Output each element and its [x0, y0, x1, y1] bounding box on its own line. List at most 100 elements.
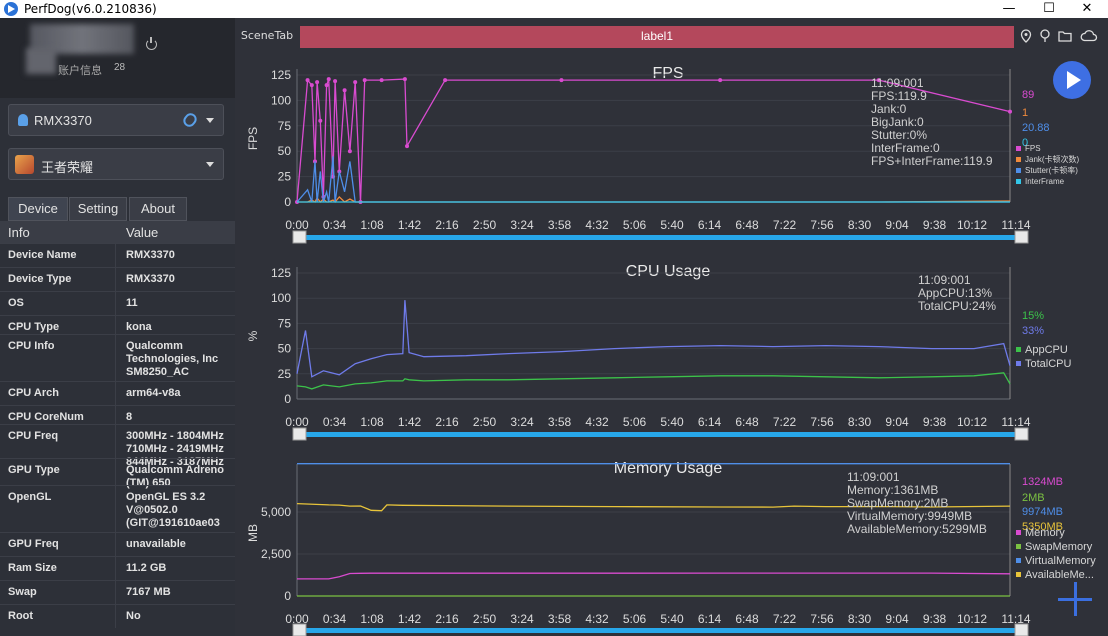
time-range-slider[interactable] — [299, 432, 1024, 437]
time-range-slider[interactable] — [299, 628, 1024, 633]
y-tick-label: 0 — [284, 589, 291, 603]
slider-handle-right[interactable] — [1014, 427, 1029, 441]
y-axis-label: MB — [246, 524, 260, 542]
y-tick-label: 125 — [271, 68, 291, 82]
link-icon[interactable] — [180, 110, 200, 130]
tab-device[interactable]: Device — [8, 197, 68, 221]
scene-label-bar[interactable]: label1 — [300, 26, 1014, 48]
fps-point — [326, 77, 331, 82]
hover-annotation: VirtualMemory:9949MB — [847, 509, 972, 523]
account-info-label[interactable]: 账户信息 — [58, 64, 102, 77]
fps-point — [405, 144, 410, 149]
fps-point — [718, 78, 723, 83]
x-tick-label: 9:38 — [923, 218, 947, 232]
y-tick-label: 25 — [278, 367, 292, 381]
x-tick-label: 10:12 — [957, 612, 987, 626]
tab-setting[interactable]: Setting — [69, 197, 127, 221]
column-divider — [115, 459, 116, 485]
fps-point — [402, 77, 407, 82]
location-pin-icon[interactable] — [1019, 29, 1033, 43]
close-button[interactable]: ✕ — [1081, 1, 1093, 16]
slider-handle-left[interactable] — [292, 427, 307, 441]
x-tick-label: 5:40 — [660, 218, 684, 232]
info-value: 11 — [126, 297, 138, 310]
hover-annotation: BigJank:0 — [871, 115, 924, 129]
app-select-value: 王者荣耀 — [41, 161, 94, 176]
x-tick-label: 1:42 — [398, 612, 422, 626]
slider-handle-right[interactable] — [1014, 623, 1029, 636]
power-icon[interactable] — [146, 37, 157, 50]
time-range-slider[interactable] — [299, 235, 1024, 240]
legend-swatch — [1016, 146, 1021, 151]
info-key: CPU Info — [8, 340, 55, 352]
info-value-line: (TM) 650 — [126, 477, 171, 489]
add-chart-button[interactable] — [1058, 582, 1092, 616]
legend-value: 20.88 — [1022, 122, 1050, 134]
legend-entry: InterFrame — [1025, 177, 1065, 186]
x-tick-label: 0:00 — [285, 612, 309, 626]
window-titlebar: PerfDog(v6.0.210836) — ☐ ✕ — [0, 0, 1108, 18]
info-value: RMX3370 — [126, 249, 175, 262]
play-button[interactable] — [1053, 61, 1091, 99]
minimize-button[interactable]: — — [1002, 1, 1016, 16]
x-tick-label: 2:50 — [473, 612, 497, 626]
x-tick-label: 9:04 — [885, 218, 909, 232]
app-select[interactable]: 王者荣耀 — [8, 148, 224, 180]
info-key: Root — [8, 610, 34, 622]
series-line-appcpu — [296, 372, 1011, 390]
slider-handle-left[interactable] — [292, 230, 307, 244]
hover-annotation: Memory:1361MB — [847, 483, 938, 497]
device-select[interactable]: RMX3370 — [8, 104, 224, 136]
slider-handle-right[interactable] — [1014, 230, 1029, 244]
game-icon — [15, 155, 34, 174]
folder-icon[interactable] — [1058, 29, 1072, 43]
info-value-line: arm64-v8a — [126, 387, 181, 399]
info-row-cpu-type: CPU Type kona — [0, 315, 235, 334]
legend-swatch — [1016, 168, 1021, 173]
info-key: CPU Type — [8, 321, 60, 333]
x-tick-label: 2:16 — [435, 218, 459, 232]
series-line-totalcpu — [296, 300, 1011, 378]
info-value-line: 7167 MB — [126, 586, 171, 598]
info-row-cpu-arch: CPU Arch arm64-v8a — [0, 381, 235, 405]
info-key: OS — [8, 297, 24, 309]
fps-point — [353, 80, 358, 85]
fps-point — [342, 88, 347, 93]
slider-handle-left[interactable] — [292, 623, 307, 636]
column-divider — [115, 557, 116, 580]
chevron-down-icon[interactable] — [206, 162, 214, 167]
maximize-button[interactable]: ☐ — [1043, 1, 1055, 16]
x-tick-label: 7:22 — [773, 218, 797, 232]
info-row-gpu-type: GPU Type Qualcomm Adreno (TM) 650 — [0, 458, 235, 489]
main-panel: SceneTab label1 FPS FPS 0 25 50 75 100 125 0:00 0… — [235, 18, 1108, 636]
avatar[interactable] — [26, 48, 56, 74]
info-value: 8 — [126, 411, 132, 424]
legend-value: 2MB — [1022, 492, 1045, 504]
y-tick-label: 50 — [278, 342, 292, 356]
marker-icon[interactable] — [1038, 29, 1052, 43]
column-divider — [115, 382, 116, 405]
x-tick-label: 0:00 — [285, 415, 309, 429]
account-panel: 账户信息 28 — [0, 18, 235, 98]
legend-entry: Jank(卡顿次数) — [1025, 154, 1080, 164]
info-value-line: SM8250_AC — [126, 366, 189, 378]
legend-value: 5350MB — [1022, 521, 1063, 533]
hover-annotation: Stutter:0% — [871, 128, 927, 142]
x-tick-label: 9:38 — [923, 612, 947, 626]
y-axis-label: % — [246, 330, 260, 341]
info-value: arm64-v8a — [126, 387, 180, 400]
info-value-line: kona — [126, 321, 152, 333]
info-value-line: 844MHz - 3187MHz — [126, 456, 224, 468]
chevron-down-icon[interactable] — [206, 118, 214, 123]
info-value-line: unavailable — [126, 538, 186, 550]
column-divider — [115, 335, 116, 381]
y-tick-label: 25 — [278, 170, 292, 184]
scene-tab[interactable]: SceneTab — [240, 29, 294, 42]
x-tick-label: 6:14 — [698, 612, 722, 626]
legend-entry: SwapMemory — [1025, 541, 1093, 553]
info-column-header: Info — [8, 225, 30, 240]
tab-about[interactable]: About — [129, 197, 187, 221]
x-tick-label: 9:38 — [923, 415, 947, 429]
cloud-icon[interactable] — [1080, 29, 1098, 43]
info-value-line: Qualcomm Adreno — [126, 464, 224, 476]
